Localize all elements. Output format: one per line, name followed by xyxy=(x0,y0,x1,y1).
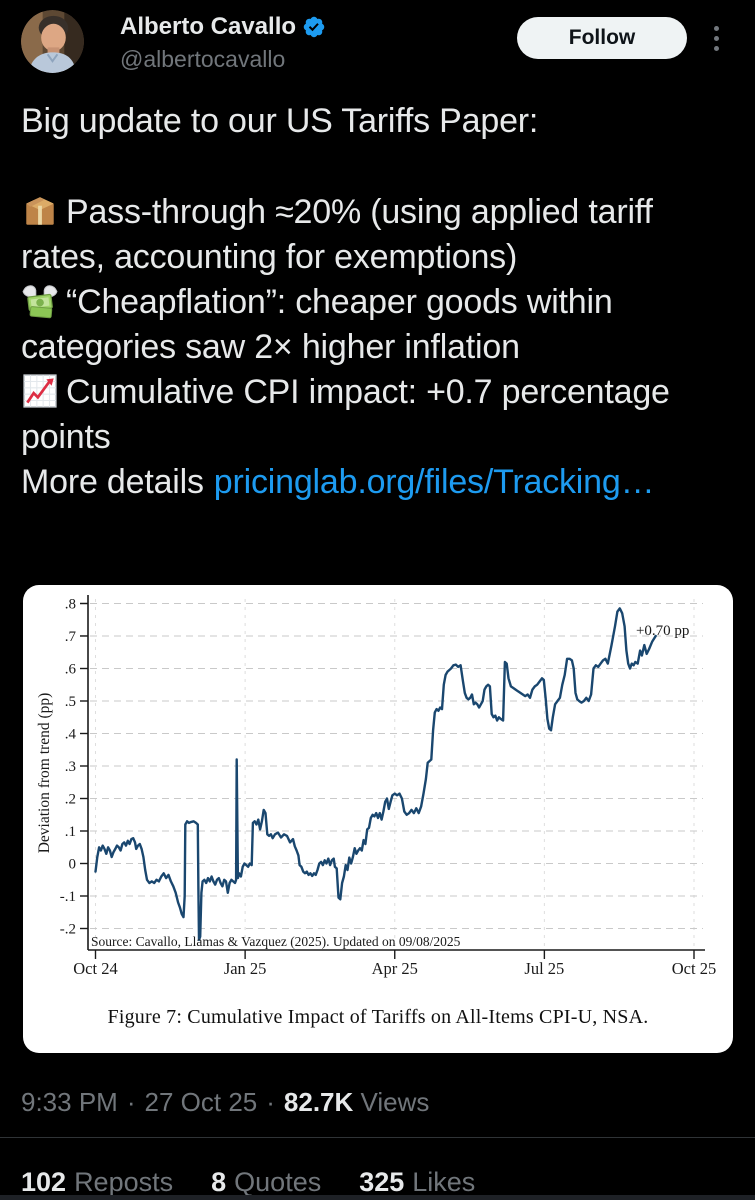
tweet-intro: Big update to our US Tariffs Paper: xyxy=(21,102,539,140)
verified-badge-icon xyxy=(303,16,325,38)
svg-text:.7: .7 xyxy=(65,629,77,645)
follow-button[interactable]: Follow xyxy=(517,17,687,59)
bullet-cheapflation: “Cheapflation”: cheaper goods within cat… xyxy=(21,283,613,366)
avatar[interactable] xyxy=(21,10,84,73)
author-handle[interactable]: @albertocavallo xyxy=(120,46,286,72)
svg-text:0: 0 xyxy=(69,857,77,873)
svg-text:.4: .4 xyxy=(65,727,77,743)
post-date: 27 Oct 25 xyxy=(144,1087,258,1117)
tracking-paper-link[interactable]: pricinglab.org/files/Tracking… xyxy=(213,463,655,501)
bullet-cpi-impact: Cumulative CPI impact: +0.7 percentage p… xyxy=(21,373,670,456)
more-details-label: More details xyxy=(21,463,204,501)
svg-text:Oct 25: Oct 25 xyxy=(672,959,716,978)
reposts-stat[interactable]: 102 Reposts xyxy=(21,1167,174,1197)
figure-caption: Figure 7: Cumulative Impact of Tariffs o… xyxy=(107,1006,649,1028)
svg-text:-.2: -.2 xyxy=(60,922,76,938)
svg-text:Jan 25: Jan 25 xyxy=(224,959,267,978)
timestamp-row: 9:33 PM · 27 Oct 25 · 82.7K Views xyxy=(21,1087,430,1117)
svg-text:Apr 25: Apr 25 xyxy=(372,959,418,978)
divider xyxy=(0,1137,755,1138)
package-emoji xyxy=(26,197,54,225)
author-name[interactable]: Alberto Cavallo xyxy=(120,13,297,40)
likes-stat[interactable]: 325 Likes xyxy=(359,1167,476,1197)
figure-card[interactable]: Oct 24 Jan 25 Apr 25 Jul 25 Oct 25 .8 .7 .6 .5 .4… xyxy=(23,585,733,1053)
money-with-wings-emoji xyxy=(22,285,58,319)
svg-text:Jul 25: Jul 25 xyxy=(524,959,564,978)
post-time: 9:33 PM xyxy=(21,1087,118,1117)
figure-image: Oct 24 Jan 25 Apr 25 Jul 25 Oct 25 .8 .7 .6 .5 .4… xyxy=(36,595,716,978)
svg-text:.1: .1 xyxy=(65,824,76,840)
svg-text:.8: .8 xyxy=(65,597,76,613)
profile-photo xyxy=(21,10,84,73)
views-label: Views xyxy=(360,1087,430,1117)
svg-text:.3: .3 xyxy=(65,759,76,775)
svg-text:.2: .2 xyxy=(65,792,76,808)
tweet-text: Big update to our US Tariffs Paper: Pass… xyxy=(21,99,737,505)
bullet-pass-through: Pass-through ≈20% (using applied tariff … xyxy=(21,193,653,276)
svg-text:-.1: -.1 xyxy=(60,889,76,905)
svg-text:.6: .6 xyxy=(65,662,77,678)
views-count: 82.7K xyxy=(283,1087,354,1117)
quotes-stat[interactable]: 8 Quotes xyxy=(211,1167,322,1197)
svg-text:Deviation from trend (pp): Deviation from trend (pp) xyxy=(36,693,53,854)
svg-text:.5: .5 xyxy=(65,694,76,710)
svg-text:+0.70 pp: +0.70 pp xyxy=(636,623,689,639)
engagement-stats: 102 Reposts 8 Quotes 325 Likes xyxy=(21,1167,475,1198)
more-details-row: More details pricinglab.org/files/Trackin… xyxy=(21,460,737,505)
svg-text:Source: Cavallo, Llamas & Vazq: Source: Cavallo, Llamas & Vazquez (2025)… xyxy=(91,934,461,949)
svg-text:Oct 24: Oct 24 xyxy=(73,959,117,978)
more-menu-icon[interactable] xyxy=(714,26,719,51)
next-section-edge xyxy=(0,1195,755,1200)
chart-increasing-emoji xyxy=(23,374,57,408)
